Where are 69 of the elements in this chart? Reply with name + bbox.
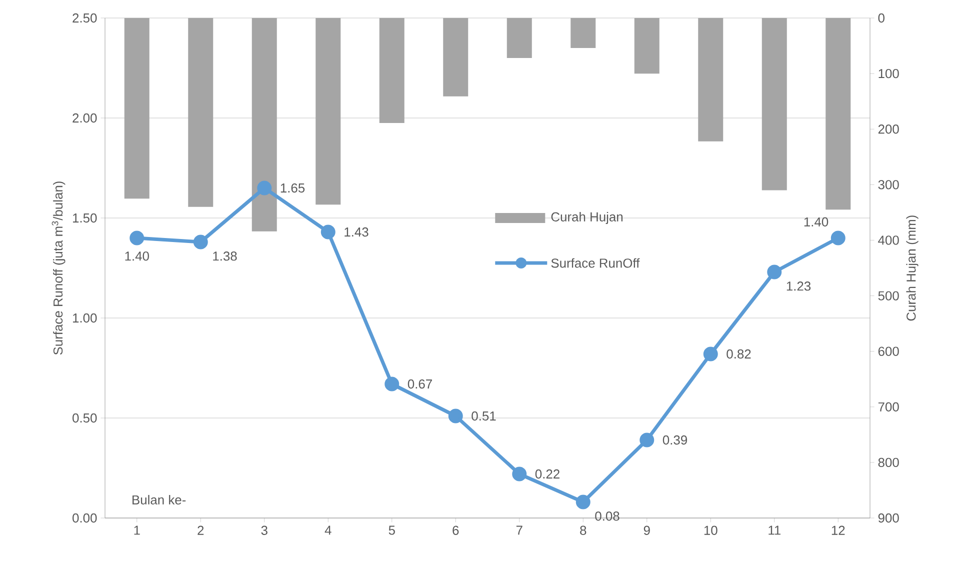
x-tick-label: 11	[768, 526, 780, 535]
data-label: 1.23	[786, 282, 811, 291]
x-tick-label: 9	[644, 526, 650, 535]
y2-tick-label: 700	[878, 402, 899, 412]
y2-axis-title: Curah Hujan (mm)	[906, 216, 918, 321]
data-label: 0.51	[472, 411, 496, 421]
bar	[443, 18, 468, 96]
data-label: 1.43	[344, 227, 368, 237]
x-tick-label: 10	[704, 526, 718, 535]
x-tick-label: 5	[388, 526, 395, 535]
data-label: 0.22	[535, 469, 560, 479]
data-label: 0.39	[662, 435, 687, 445]
data-label: 1.40	[125, 252, 149, 261]
legend-label: Curah Hujan	[551, 212, 623, 224]
x-tick-label: 8	[580, 526, 586, 535]
x-tick-label: 7	[516, 526, 522, 535]
point	[193, 234, 208, 250]
point	[448, 408, 463, 424]
point	[703, 346, 718, 362]
data-label: 1.38	[213, 252, 237, 261]
bar	[379, 18, 404, 124]
y2-tick-label: 500	[878, 291, 899, 300]
x-axis-title: Bulan ke-	[132, 494, 186, 504]
x-tick-label: 1	[134, 526, 140, 535]
y-tick-label: 0.50	[72, 413, 97, 423]
point	[512, 466, 527, 482]
bar	[188, 18, 214, 207]
legend-label: Surface RunOff	[551, 258, 640, 268]
point	[576, 494, 590, 510]
y2-tick-label: 0	[878, 13, 884, 23]
bar	[570, 18, 596, 48]
point	[767, 264, 782, 280]
x-tick-label: 3	[261, 526, 268, 535]
point	[320, 224, 336, 240]
bar	[316, 18, 341, 205]
point	[640, 432, 654, 448]
y2-tick-label: 400	[878, 236, 899, 245]
y2-tick-label: 900	[878, 513, 899, 523]
data-label: 0.08	[595, 512, 620, 521]
y2-tick-label: 100	[878, 68, 899, 78]
bar	[506, 18, 532, 58]
x-tick-label: 2	[198, 526, 204, 535]
x-tick-label: 12	[832, 526, 845, 535]
data-label: 1.40	[804, 217, 828, 226]
data-label: 1.65	[280, 183, 305, 193]
y2-tick-label: 200	[878, 124, 899, 134]
point	[130, 230, 144, 246]
point	[830, 230, 846, 246]
bar	[252, 18, 277, 232]
y-tick-label: 0.00	[72, 513, 97, 523]
y-tick-label: 2.00	[72, 113, 97, 123]
y-tick-label: 2.50	[72, 13, 97, 23]
y2-tick-label: 600	[878, 346, 899, 356]
y2-tick-label: 300	[878, 180, 899, 190]
point	[257, 180, 272, 196]
point	[384, 376, 400, 392]
bar	[762, 18, 787, 190]
bar	[634, 18, 660, 74]
x-tick-label: 6	[452, 526, 459, 535]
x-tick-label: 4	[324, 526, 332, 535]
y-axis-title: Surface Runoff (juta m$^{3}$/bulan)	[52, 182, 66, 355]
bar	[698, 18, 724, 142]
data-label: 0.82	[726, 349, 751, 359]
bar	[124, 18, 150, 199]
bar	[826, 18, 851, 210]
data-label: 0.67	[408, 379, 432, 389]
y-tick-label: 1.00	[73, 313, 97, 323]
y2-tick-label: 800	[878, 458, 899, 468]
y-tick-label: 1.50	[73, 213, 97, 223]
